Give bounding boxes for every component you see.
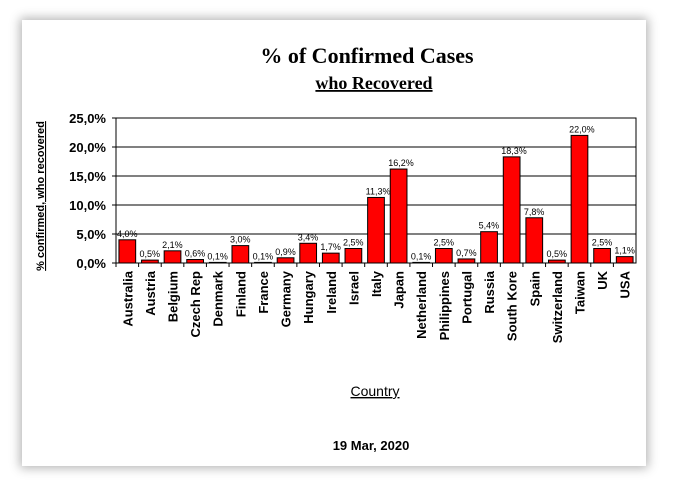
x-tick-label: Germany [279,270,294,327]
data-label: 0,9% [275,247,296,257]
x-tick-label: France [256,271,271,314]
chart-subtitle: who Recovered [315,73,432,93]
y-tick-label: 0,0% [76,256,106,271]
bar [434,248,453,264]
x-tick-label: Portugal [459,271,474,324]
bar [321,252,340,264]
y-tick-label: 25,0% [69,111,106,126]
bar [389,168,408,264]
x-tick-label: Israel [346,271,361,305]
date-footer: 19 Mar, 2020 [333,438,410,453]
bar [163,250,182,264]
x-tick-label: Russia [482,270,497,313]
data-labels: 4,0%0,5%2,1%0,6% 0,1%3,0%0,1% 0,9%3,4%1,7%… [117,124,635,261]
y-tick-label: 10,0% [69,198,106,213]
chart-frame: % of Confirmed Cases who Recovered % con… [22,20,646,466]
data-label: 0,5% [547,249,568,259]
bar [502,156,521,264]
data-label: 2,1% [162,240,183,250]
x-tick-label: Finland [233,271,248,317]
y-axis-label: % confirmed, who recovered [35,121,47,271]
x-tick-label: South Kore [505,271,520,341]
chart-canvas: % of Confirmed Cases who Recovered % con… [35,43,637,453]
y-tick-labels: 0,0% 5,0% 10,0% 15,0% 20,0% 25,0% [69,111,106,271]
bar [457,258,476,264]
bar [118,239,137,264]
bar [480,231,498,264]
data-label: 3,4% [298,232,319,242]
x-tick-label: Czech Rep [188,271,203,338]
y-tick-label: 20,0% [69,140,106,155]
data-label: 16,2% [388,158,414,168]
x-tick-label: Austria [143,270,158,316]
x-tick-label: Italy [369,270,384,297]
bar [615,256,634,264]
y-tick-label: 15,0% [69,169,106,184]
data-label: 11,3% [366,186,391,196]
bar [276,257,295,264]
bar [593,248,611,264]
x-tick-label: Australia [120,270,135,326]
data-label: 18,3% [501,146,527,156]
bars [118,134,634,264]
bar [186,259,204,264]
x-tick-labels: Australia Austria Belgium Czech Rep Denmark F… [120,270,632,343]
bar [231,245,250,264]
x-tick-label: Switzerland [550,271,565,343]
data-label: 0,6% [185,249,206,259]
data-label: 1,1% [614,246,635,256]
bar [525,217,544,264]
chart-title: % of Confirmed Cases [260,43,474,68]
data-label: 0,1% [207,251,228,261]
data-label: 5,4% [479,221,500,231]
x-tick-label: Belgium [166,271,181,322]
bar [570,134,589,264]
bar [299,242,318,264]
x-tick-label: Hungary [301,270,316,324]
x-axis-label: Country [350,383,399,399]
x-tick-label: UK [595,270,610,289]
data-label: 0,1% [411,251,432,261]
data-label: 0,7% [456,248,477,258]
data-label: 2,5% [433,238,454,248]
svg-text:% confirmed, who recovered: % confirmed, who recovered [35,121,47,271]
x-tick-label: Ireland [324,271,339,314]
data-label: 3,0% [230,235,251,245]
plot-area-border [115,117,637,264]
data-label: 2,5% [592,238,613,248]
x-tick-label: Netherland [414,271,429,339]
data-label: 4,0% [117,229,138,239]
data-label: 0,5% [140,249,161,259]
data-label: 7,8% [524,207,545,217]
bar [367,196,385,264]
x-tick-label: Spain [527,271,542,306]
data-label: 0,1% [253,251,274,261]
x-tick-label: Denmark [211,270,226,326]
bar [344,248,363,264]
x-tick-label: Philippines [437,271,452,340]
data-label: 1,7% [320,242,341,252]
x-tick-label: Japan [392,271,407,309]
data-label: 2,5% [343,238,364,248]
x-tick-label: Taiwan [572,271,587,314]
x-tick-label: USA [618,270,633,298]
y-tick-label: 5,0% [76,227,106,242]
data-label: 22,0% [569,124,595,134]
